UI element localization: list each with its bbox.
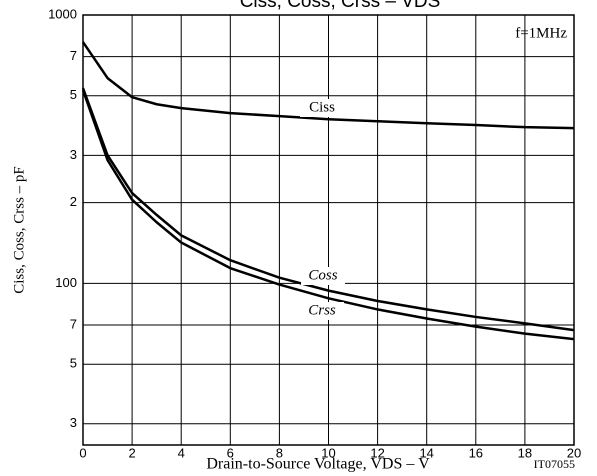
y-tick-label: 3 <box>70 415 77 430</box>
x-tick-label: 10 <box>321 445 335 460</box>
line <box>81 41 575 130</box>
x-tick-label: 2 <box>128 445 135 460</box>
x-tick-label: 16 <box>469 445 483 460</box>
y-tick-label: 7 <box>70 48 77 63</box>
x-tick-label: 12 <box>370 445 384 460</box>
line <box>81 87 575 332</box>
x-tick-label: 8 <box>276 445 283 460</box>
annotation: f=1MHz <box>515 25 567 41</box>
x-tick-label: 18 <box>518 445 532 460</box>
y-tick-label: 1000 <box>48 6 77 21</box>
legend-bg <box>300 302 344 320</box>
y-tick-label: 2 <box>70 194 77 209</box>
chart-title: Ciss, Coss, Crss – VDS <box>240 0 441 12</box>
x-tick-label: 20 <box>567 445 581 460</box>
y-tick-label: 100 <box>55 275 77 290</box>
y-tick-label: 5 <box>70 356 77 371</box>
series-label: Coss <box>308 267 337 283</box>
x-tick-label: 6 <box>227 445 234 460</box>
series-label: Ciss <box>309 99 335 115</box>
y-tick-label: 5 <box>70 87 77 102</box>
y-axis-label: Ciss, Coss, Crss – pF <box>11 166 27 294</box>
annotation: IT07055 <box>534 457 575 471</box>
line <box>81 89 575 341</box>
legend-bg <box>301 267 345 285</box>
series-label: Crss <box>308 302 336 318</box>
y-tick-label: 7 <box>70 316 77 331</box>
x-tick-label: 4 <box>178 445 185 460</box>
x-tick-label: 0 <box>79 445 86 460</box>
x-axis-label: Drain-to-Source Voltage, VDS – V <box>206 456 430 473</box>
y-tick-label: 3 <box>70 147 77 162</box>
legend-bg <box>300 99 344 117</box>
x-tick-label: 14 <box>419 445 433 460</box>
